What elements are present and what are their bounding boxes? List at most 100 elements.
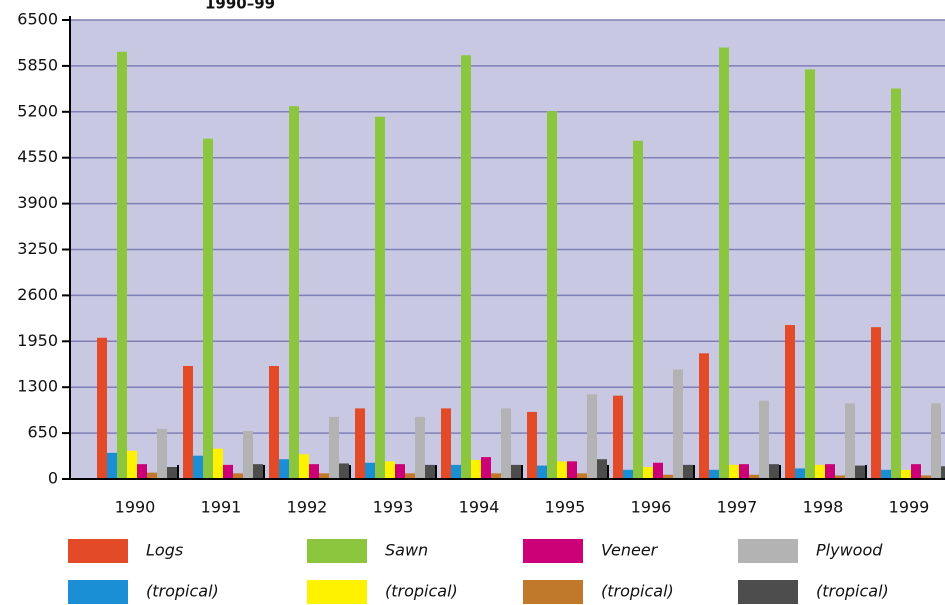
legend-label: Plywood bbox=[816, 541, 883, 560]
bar bbox=[501, 408, 511, 479]
bar bbox=[845, 403, 855, 479]
bar bbox=[901, 469, 911, 479]
y-tick-label: 2600 bbox=[17, 285, 58, 304]
bar bbox=[835, 475, 845, 479]
bar bbox=[309, 464, 319, 479]
bar bbox=[709, 469, 719, 479]
x-tick-label: 1996 bbox=[631, 498, 672, 517]
bar bbox=[683, 464, 693, 479]
bar bbox=[511, 464, 521, 479]
bar bbox=[147, 472, 157, 479]
bar bbox=[451, 464, 461, 479]
bar bbox=[597, 459, 607, 479]
bar bbox=[355, 408, 365, 479]
bar bbox=[855, 465, 865, 479]
bar bbox=[921, 475, 931, 479]
bar bbox=[613, 395, 623, 479]
bar bbox=[891, 88, 901, 480]
bar bbox=[253, 464, 263, 479]
bar bbox=[157, 428, 167, 479]
legend-swatch bbox=[68, 580, 128, 604]
bar bbox=[633, 140, 643, 479]
bar bbox=[871, 327, 881, 479]
legend-swatch bbox=[307, 539, 367, 563]
y-tick-label: 5850 bbox=[17, 55, 58, 74]
y-tick-label: 4550 bbox=[17, 147, 58, 166]
bar bbox=[653, 462, 663, 479]
y-tick-label: 3900 bbox=[17, 193, 58, 212]
bar bbox=[127, 450, 137, 479]
bar bbox=[97, 337, 107, 479]
bar bbox=[785, 325, 795, 479]
bar bbox=[931, 403, 941, 479]
bar bbox=[623, 469, 633, 479]
bar bbox=[107, 452, 117, 479]
bar bbox=[729, 464, 739, 479]
x-tick-label: 1994 bbox=[459, 498, 500, 517]
bar bbox=[587, 394, 597, 479]
bar bbox=[213, 448, 223, 479]
bar bbox=[749, 474, 759, 479]
bar bbox=[481, 457, 491, 479]
bar bbox=[441, 408, 451, 479]
bar bbox=[941, 466, 945, 479]
x-tick-label: 1995 bbox=[545, 498, 586, 517]
bar bbox=[547, 111, 557, 480]
bar bbox=[795, 468, 805, 479]
legend-swatch bbox=[738, 539, 798, 563]
y-tick-label: 5200 bbox=[17, 101, 58, 120]
y-tick-label: 6500 bbox=[17, 10, 58, 29]
bar bbox=[203, 138, 213, 479]
bar bbox=[471, 459, 481, 479]
x-tick-label: 1992 bbox=[287, 498, 328, 517]
chart-title: 1990–99 bbox=[205, 0, 275, 13]
bar bbox=[461, 55, 471, 480]
bar bbox=[881, 469, 891, 479]
bar bbox=[193, 455, 203, 479]
bar bbox=[805, 69, 815, 479]
bar bbox=[319, 473, 329, 479]
legend-label: Sawn bbox=[385, 541, 428, 560]
bar bbox=[329, 416, 339, 479]
legend-swatch bbox=[523, 580, 583, 604]
x-tick-label: 1997 bbox=[717, 498, 758, 517]
y-tick-label: 3250 bbox=[17, 239, 58, 258]
bar bbox=[395, 464, 405, 479]
bar bbox=[719, 47, 729, 479]
bar bbox=[643, 466, 653, 479]
bar bbox=[815, 464, 825, 479]
x-tick-label: 1990 bbox=[115, 498, 156, 517]
legend-label: (tropical) bbox=[385, 582, 458, 601]
bar bbox=[911, 464, 921, 479]
x-tick-label: 1999 bbox=[889, 498, 930, 517]
bar bbox=[577, 473, 587, 479]
bar bbox=[385, 461, 395, 479]
legend-label: Logs bbox=[146, 541, 183, 560]
legend-label: (tropical) bbox=[146, 582, 219, 601]
bar bbox=[699, 353, 709, 479]
bar bbox=[137, 464, 147, 479]
legend-swatch bbox=[307, 580, 367, 604]
bar bbox=[825, 464, 835, 479]
bar bbox=[243, 430, 253, 479]
x-tick-label: 1998 bbox=[803, 498, 844, 517]
bar bbox=[537, 465, 547, 479]
legend-label: (tropical) bbox=[816, 582, 889, 601]
x-tick-label: 1993 bbox=[373, 498, 414, 517]
bar bbox=[299, 454, 309, 479]
bar bbox=[375, 116, 385, 480]
y-tick-label: 650 bbox=[27, 423, 58, 442]
bar bbox=[339, 463, 349, 479]
bar bbox=[365, 462, 375, 479]
bar bbox=[759, 400, 769, 479]
bar bbox=[663, 474, 673, 479]
bar bbox=[415, 416, 425, 479]
bar bbox=[567, 461, 577, 479]
bar bbox=[233, 473, 243, 479]
bar bbox=[557, 461, 567, 479]
bar bbox=[425, 464, 435, 479]
bar bbox=[673, 369, 683, 479]
bar bbox=[223, 464, 233, 479]
bar bbox=[769, 464, 779, 479]
x-tick-label: 1991 bbox=[201, 498, 242, 517]
